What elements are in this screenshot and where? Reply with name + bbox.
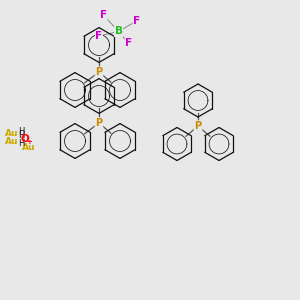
Text: Au: Au [5, 129, 19, 138]
Text: H: H [18, 128, 25, 136]
Text: P: P [95, 67, 103, 77]
Text: O: O [20, 134, 29, 144]
Text: H: H [18, 131, 25, 140]
Text: F: F [95, 31, 103, 41]
Text: P: P [95, 118, 103, 128]
Text: H: H [18, 139, 25, 148]
Text: P: P [194, 121, 202, 131]
Text: F: F [125, 38, 133, 49]
Text: F: F [133, 16, 140, 26]
Text: Au: Au [22, 142, 35, 152]
Text: B: B [115, 26, 122, 37]
Text: F: F [100, 10, 107, 20]
Text: Au: Au [5, 136, 19, 146]
Text: +: + [26, 139, 32, 145]
